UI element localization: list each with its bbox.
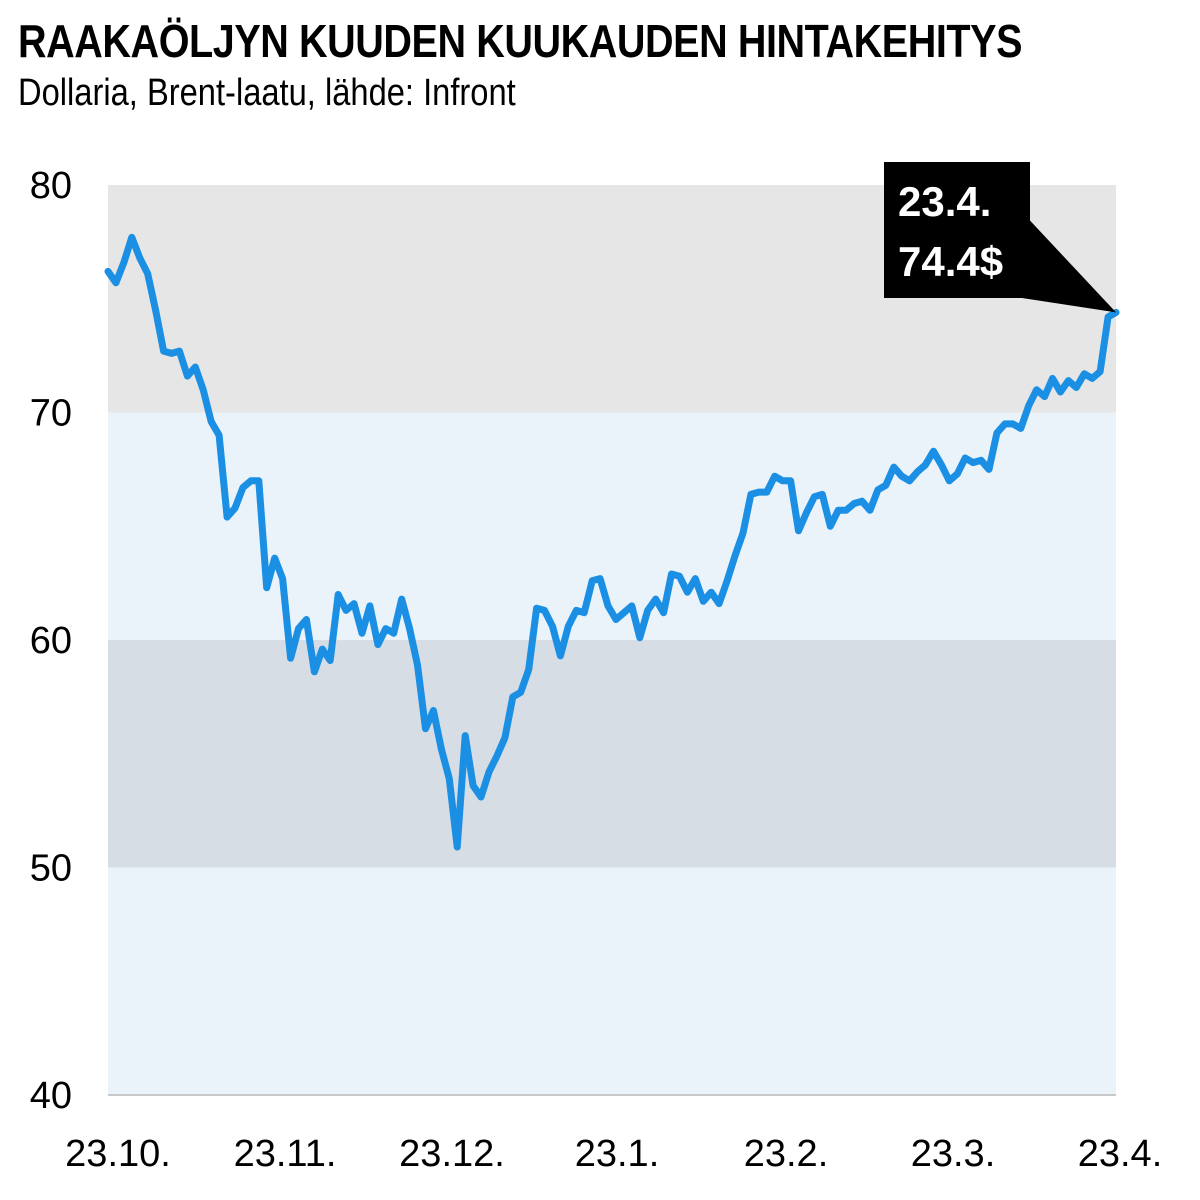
x-tick-label-5: 23.2. [744,1133,829,1175]
x-tick-label-2: 23.11. [234,1133,337,1175]
y-tick-label-40: 40 [30,1075,72,1117]
callout-box [884,162,1030,298]
value-callout: 23.4. 74.4$ [884,162,1116,313]
band-40-50 [108,867,1116,1095]
x-tick-label-7: 23.4. [1078,1133,1163,1175]
x-tick-label-6: 23.3. [911,1133,996,1175]
series-group [104,233,1120,851]
y-axis-ticks: 80 70 60 50 40 [30,165,72,1117]
background-bands [108,185,1116,1096]
x-axis-ticks: 23.10. 23.11. 23.12. 23.1. 23.2. 23.3. 23.4. [65,1133,1162,1175]
chart-subtitle: Dollaria, Brent-laatu, lähde: Infront [18,72,516,114]
x-tick-label-3: 23.12. [399,1133,505,1175]
y-tick-label-70: 70 [30,393,72,435]
x-tick-label-4: 23.1. [575,1133,660,1175]
band-50-60 [108,640,1116,868]
x-tick-label-1: 23.10. [65,1133,171,1175]
y-tick-label-60: 60 [30,620,72,662]
y-tick-label-80: 80 [30,165,72,207]
callout-pointer [1022,212,1116,313]
callout-date: 23.4. [898,178,991,225]
y-tick-label-50: 50 [30,848,72,890]
callout-value: 74.4$ [898,238,1003,285]
band-60-70 [108,412,1116,640]
series-line-brent [104,233,1120,851]
chart-title: RAAKAÖLJYN KUUDEN KUUKAUDEN HINTAKEHITYS [18,15,1023,67]
